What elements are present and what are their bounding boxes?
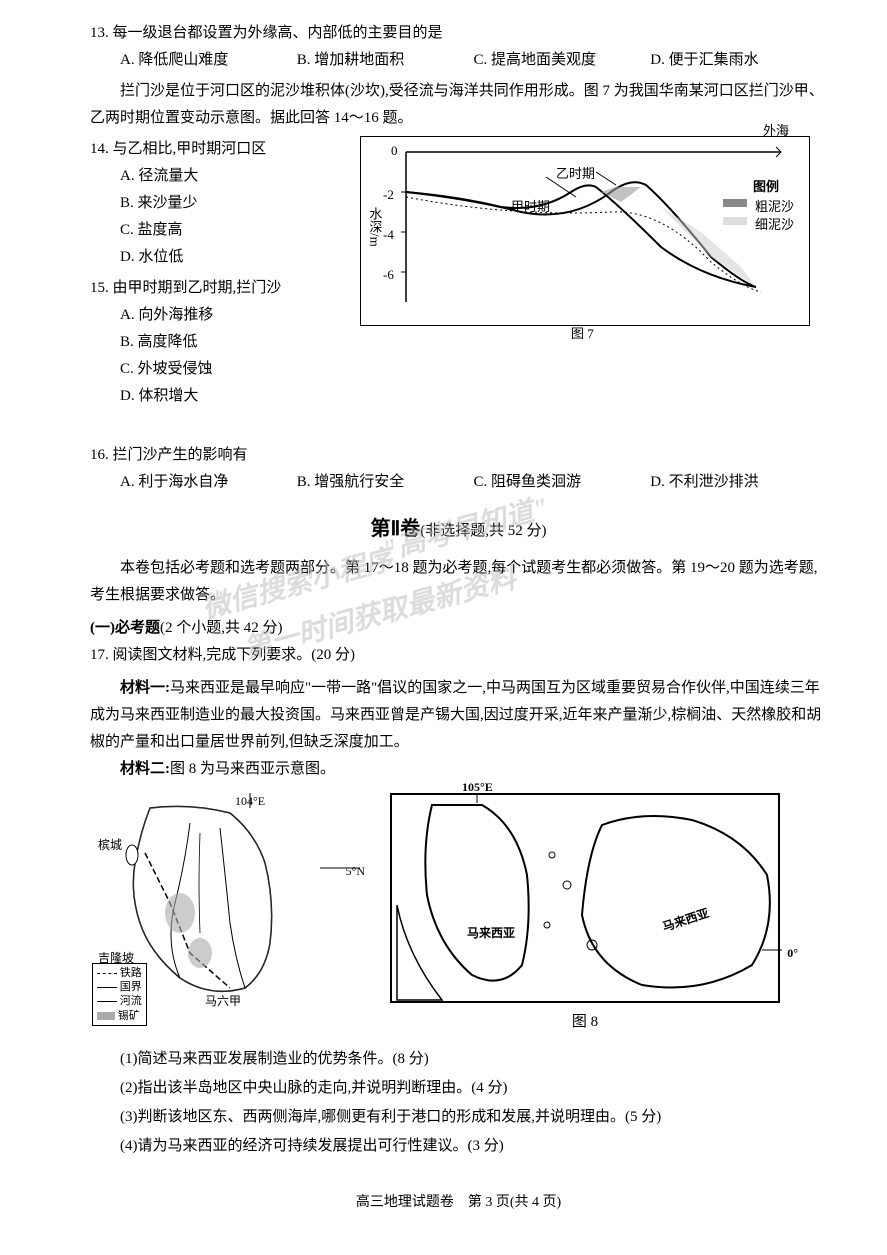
- q14-opt-c: C. 盐度高: [120, 217, 350, 244]
- part1-sub: (2 个小题,共 42 分): [160, 620, 283, 636]
- q15-options: A. 向外海推移 B. 高度降低 C. 外坡受侵蚀 D. 体积增大: [90, 302, 350, 410]
- q17-sub4: (4)请为马来西亚的经济可持续发展提出可行性建议。(3 分): [90, 1133, 827, 1160]
- fig7-outer-sea: 外海: [763, 119, 789, 142]
- q13-options: A. 降低爬山难度 B. 增加耕地面积 C. 提高地面美观度 D. 便于汇集雨水: [90, 47, 827, 74]
- q14-text: 14. 与乙相比,甲时期河口区: [90, 136, 350, 163]
- map2-lon: 105°E: [462, 777, 493, 799]
- map1-leg-rail: 铁路: [97, 966, 142, 980]
- fig7-title: 图 7: [571, 322, 594, 345]
- q17-material-2: 材料二:图 8 为马来西亚示意图。: [90, 756, 827, 783]
- q15-opt-d: D. 体积增大: [120, 383, 350, 410]
- q17-text: 17. 阅读图文材料,完成下列要求。(20 分): [90, 642, 827, 669]
- fig7-ytick-2: -2: [383, 183, 394, 206]
- fig7-period-b: 乙时期: [556, 162, 595, 185]
- fig7-ytick-6: -6: [383, 263, 394, 286]
- map1-leg-tin: 锡矿: [97, 1009, 142, 1023]
- section-2-title: 第Ⅱ卷(非选择题,共 52 分): [90, 511, 827, 547]
- map1-lon: 104°E: [235, 791, 265, 813]
- map2-lat: 0°: [787, 943, 798, 965]
- q16-text: 16. 拦门沙产生的影响有: [90, 442, 827, 469]
- fig7-yaxis: 水深/m: [363, 207, 386, 247]
- q17-mat1-label: 材料一:: [90, 680, 170, 696]
- q16-options: A. 利于海水自净 B. 增强航行安全 C. 阻碍鱼类洄游 D. 不利泄沙排洪: [90, 469, 827, 496]
- fig7-legend2: 细泥沙: [755, 213, 794, 236]
- q14-opt-d: D. 水位低: [120, 244, 350, 271]
- q14-options: A. 径流量大 B. 来沙量少 C. 盐度高 D. 水位低: [90, 163, 350, 271]
- map1-leg-river: 河流: [97, 994, 142, 1008]
- fig7-period-a: 甲时期: [511, 195, 550, 218]
- q13-opt-c: C. 提高地面美观度: [474, 47, 651, 74]
- map1-city-penang: 槟城: [98, 835, 122, 857]
- map-2-region: 105°E 0° 马来西亚 马来西亚: [390, 793, 780, 1003]
- section-2-main: 第Ⅱ卷: [370, 518, 420, 540]
- intro-14-16: 拦门沙是位于河口区的泥沙堆积体(沙坎),受径流与海洋共同作用形成。图 7 为我国…: [90, 78, 827, 132]
- q17-mat2-text: 图 8 为马来西亚示意图。: [170, 761, 335, 777]
- section-2-sub: (非选择题,共 52 分): [420, 523, 546, 539]
- q17-mat2-label: 材料二:: [90, 761, 170, 777]
- fig7-ytick-0: 0: [391, 139, 398, 162]
- q15-opt-a: A. 向外海推移: [120, 302, 350, 329]
- q13-opt-d: D. 便于汇集雨水: [650, 47, 827, 74]
- q14-opt-a: A. 径流量大: [120, 163, 350, 190]
- page-footer: 高三地理试题卷 第 3 页(共 4 页): [90, 1190, 827, 1215]
- q13-text: 13. 每一级退台都设置为外缘高、内部低的主要目的是: [90, 20, 827, 47]
- map2-title: 图 8: [572, 1009, 598, 1036]
- q16-opt-c: C. 阻碍鱼类洄游: [474, 469, 651, 496]
- q14-opt-b: B. 来沙量少: [120, 190, 350, 217]
- q16-opt-d: D. 不利泄沙排洪: [650, 469, 827, 496]
- q15-opt-c: C. 外坡受侵蚀: [120, 356, 350, 383]
- map-1-peninsula: 104°E 5°N 槟城 吉隆坡 马六甲 铁路 国界 河流 锡矿: [90, 793, 360, 1028]
- map1-city-malacca: 马六甲: [205, 991, 241, 1013]
- part1-title: (一)必考题: [90, 620, 160, 636]
- q17-sub3: (3)判断该地区东、西两侧海岸,哪侧更有利于港口的形成和发展,并说明理由。(5 …: [90, 1104, 827, 1131]
- q15-opt-b: B. 高度降低: [120, 329, 350, 356]
- map1-lat: 5°N: [346, 861, 365, 883]
- q17-material-1: 材料一:马来西亚是最早响应"一带一路"倡议的国家之一,中马两国互为区域重要贸易合…: [90, 675, 827, 756]
- q17-sub1: (1)简述马来西亚发展制造业的优势条件。(8 分): [90, 1046, 827, 1073]
- map2-country-1: 马来西亚: [467, 923, 515, 945]
- q16-opt-b: B. 增强航行安全: [297, 469, 474, 496]
- section-2-intro: 本卷包括必考题和选考题两部分。第 17～18 题为必考题,每个试题考生都必须做答…: [90, 555, 827, 609]
- q13-opt-b: B. 增加耕地面积: [297, 47, 474, 74]
- q16-opt-a: A. 利于海水自净: [120, 469, 297, 496]
- q13-opt-a: A. 降低爬山难度: [120, 47, 297, 74]
- q17-sub2: (2)指出该半岛地区中央山脉的走向,并说明判断理由。(4 分): [90, 1075, 827, 1102]
- q17-mat1-text: 马来西亚是最早响应"一带一路"倡议的国家之一,中马两国互为区域重要贸易合作伙伴,…: [90, 680, 821, 750]
- q15-text: 15. 由甲时期到乙时期,拦门沙: [90, 275, 350, 302]
- map1-leg-border: 国界: [97, 980, 142, 994]
- figure-7: 0 -2 -4 -6 水深/m 外海 甲时期 乙时期 图例 粗泥沙 细泥沙 图 …: [360, 136, 810, 326]
